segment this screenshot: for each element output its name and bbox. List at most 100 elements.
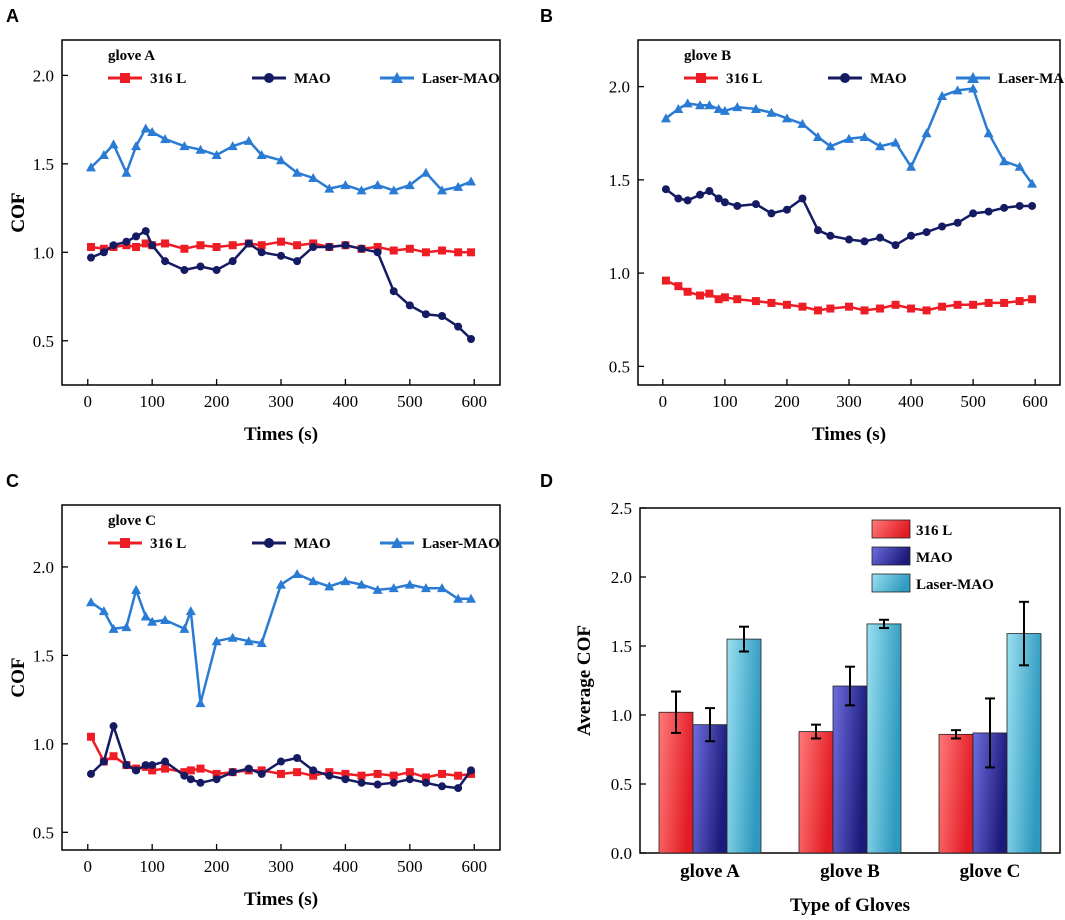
panel-label-d: D bbox=[540, 471, 553, 491]
panel-d-legend-label-laser-mao: Laser-MAO bbox=[916, 577, 994, 593]
panel-c-point-mao bbox=[357, 778, 366, 787]
panel-a-point-316-l bbox=[405, 244, 414, 253]
panel-a-plot: 0 100 200 300 400 500 600 0.5 1.0 1.5 2.0 Times (s)… bbox=[8, 39, 501, 445]
panel-a-point-mao bbox=[257, 248, 266, 257]
panel-b-series-laser-mao bbox=[660, 83, 1038, 188]
panel-c-point-laser-mao bbox=[147, 616, 158, 626]
panel-b-point-mao bbox=[733, 201, 742, 210]
panel-c-point-mao bbox=[438, 782, 447, 791]
bar-glove-b-laser-mao bbox=[866, 623, 902, 854]
panel-c-point-mao bbox=[341, 775, 350, 784]
panel-b-x-tick-label: 100 bbox=[712, 392, 738, 411]
panel-a-point-laser-mao bbox=[147, 127, 158, 136]
panel-b-y-tick-label: 2.0 bbox=[609, 78, 630, 97]
panel-b-point-laser-mao bbox=[673, 104, 684, 113]
panel-d-x-axis-label: Type of Gloves bbox=[790, 895, 910, 916]
panel-b-point-mao bbox=[907, 231, 916, 240]
panel-c: C 0 100 200 300 400 500 600 0.5 1.0 1.5 2.0 Times (… bbox=[6, 471, 501, 910]
panel-b-point-316-l bbox=[984, 298, 993, 307]
panel-c-point-laser-mao bbox=[340, 576, 351, 586]
panel-c-point-laser-mao bbox=[227, 632, 238, 642]
panel-b-point-laser-mao bbox=[750, 104, 761, 113]
panel-c-point-laser-mao bbox=[140, 611, 151, 621]
panel-a-point-mao bbox=[277, 251, 285, 260]
panel-b-point-laser-mao bbox=[844, 133, 854, 143]
panel-a-point-mao bbox=[132, 232, 141, 241]
panel-b-x-tick-label: 300 bbox=[836, 392, 862, 411]
panel-b-point-laser-mao bbox=[999, 156, 1010, 166]
panel-c-legend-marker-316-l bbox=[120, 538, 130, 548]
panel-b-point-316-l bbox=[751, 297, 760, 306]
panel-a-plot-frame bbox=[61, 39, 501, 386]
panel-a-point-316-l bbox=[421, 248, 430, 257]
panel-d-category-label: glove A bbox=[680, 861, 740, 882]
panel-a-point-mao bbox=[341, 241, 350, 250]
panel-a-point-mao bbox=[405, 301, 414, 310]
panel-d-legend-swatch-mao bbox=[871, 546, 911, 566]
panel-a-point-mao bbox=[228, 257, 237, 266]
panel-c-point-316-l bbox=[357, 771, 366, 780]
panel-c-series-mao bbox=[86, 722, 476, 793]
panel-c-point-mao bbox=[277, 757, 285, 766]
panel-c-point-laser-mao bbox=[160, 615, 171, 624]
panel-b-point-mao bbox=[891, 241, 900, 250]
panel-c-point-mao bbox=[373, 780, 382, 789]
panel-a-point-316-l bbox=[467, 248, 476, 257]
panel-b-point-mao bbox=[674, 194, 683, 203]
panel-b-point-laser-mao bbox=[1014, 161, 1025, 171]
panel-b-x-tick-label: 600 bbox=[1022, 392, 1048, 411]
panel-b-point-mao bbox=[953, 218, 962, 227]
panel-b-y-axis-label: COF bbox=[8, 192, 29, 232]
panel-a-point-mao bbox=[244, 239, 253, 248]
panel-b-point-316-l bbox=[714, 295, 723, 304]
panel-a-point-laser-mao bbox=[356, 185, 367, 195]
panel-c-line-mao bbox=[90, 724, 473, 790]
panel-b-point-316-l bbox=[860, 306, 869, 315]
panel-c-plot-frame bbox=[61, 504, 501, 851]
panel-c-point-laser-mao bbox=[256, 638, 267, 647]
panel-c-x-tick-label: 600 bbox=[461, 857, 487, 876]
panel-c-point-mao bbox=[132, 766, 141, 775]
panel-b-point-316-l bbox=[938, 302, 947, 311]
panel-c-series-laser-mao bbox=[85, 569, 477, 708]
panel-c-point-laser-mao bbox=[85, 597, 96, 607]
panel-c-point-316-l bbox=[341, 769, 350, 778]
panel-a-point-mao bbox=[141, 227, 150, 236]
panel-a-point-laser-mao bbox=[388, 185, 399, 195]
panel-b-point-mao bbox=[813, 226, 822, 235]
panel-a-point-laser-mao bbox=[160, 134, 171, 144]
panel-a-point-laser-mao bbox=[256, 150, 267, 159]
panel-c-point-laser-mao bbox=[195, 698, 206, 708]
panel-b-point-mao bbox=[860, 237, 869, 246]
panel-a-y-tick-label: 1.5 bbox=[33, 155, 54, 174]
panel-b-point-laser-mao bbox=[983, 128, 994, 138]
panel-c-x-tick-label: 500 bbox=[397, 857, 423, 876]
panel-d-legend-label-316-l: 316 L bbox=[916, 523, 952, 539]
panel-a-title: glove A bbox=[108, 48, 155, 64]
panel-a-point-laser-mao bbox=[340, 180, 351, 190]
panel-d: D 0.0 0.5 1.0 1.5 2.0 2.5 glove A glove B glove … bbox=[540, 471, 1061, 916]
panel-c-x-tick-label: 400 bbox=[333, 857, 359, 876]
panel-b-legend-marker-laser-mao bbox=[967, 72, 979, 83]
panel-c-plot: 0 100 200 300 400 500 600 0.5 1.0 1.5 2.0 Times (s)… bbox=[8, 504, 501, 910]
panel-c-point-316-l bbox=[148, 766, 157, 775]
panel-b-point-mao bbox=[922, 228, 931, 237]
panel-a-point-316-l bbox=[257, 241, 266, 250]
panel-a-point-laser-mao bbox=[404, 180, 415, 190]
panel-b-point-laser-mao bbox=[704, 100, 715, 110]
panel-b-point-316-l bbox=[661, 276, 670, 285]
panel-c-point-mao bbox=[309, 766, 318, 775]
panel-a-legend-marker-316-l bbox=[120, 73, 130, 83]
panel-b-point-laser-mao bbox=[825, 141, 836, 151]
panel-b-x-tick-label: 200 bbox=[774, 392, 800, 411]
panel-b-series-316-l bbox=[661, 276, 1037, 315]
panel-d-y-tick-label: 0.0 bbox=[611, 844, 632, 863]
bar-glove-b-316-l bbox=[798, 731, 834, 854]
panel-b-point-mao bbox=[661, 185, 670, 194]
panel-c-legend-marker-laser-mao bbox=[391, 537, 403, 548]
panel-c-point-316-l bbox=[293, 768, 302, 777]
panel-c-point-316-l bbox=[438, 769, 447, 778]
panel-d-plot: 0.0 0.5 1.0 1.5 2.0 2.5 glove A glove B glove C T… bbox=[574, 499, 1061, 916]
panel-a-point-316-l bbox=[180, 244, 189, 253]
panel-b-point-316-l bbox=[733, 295, 742, 304]
